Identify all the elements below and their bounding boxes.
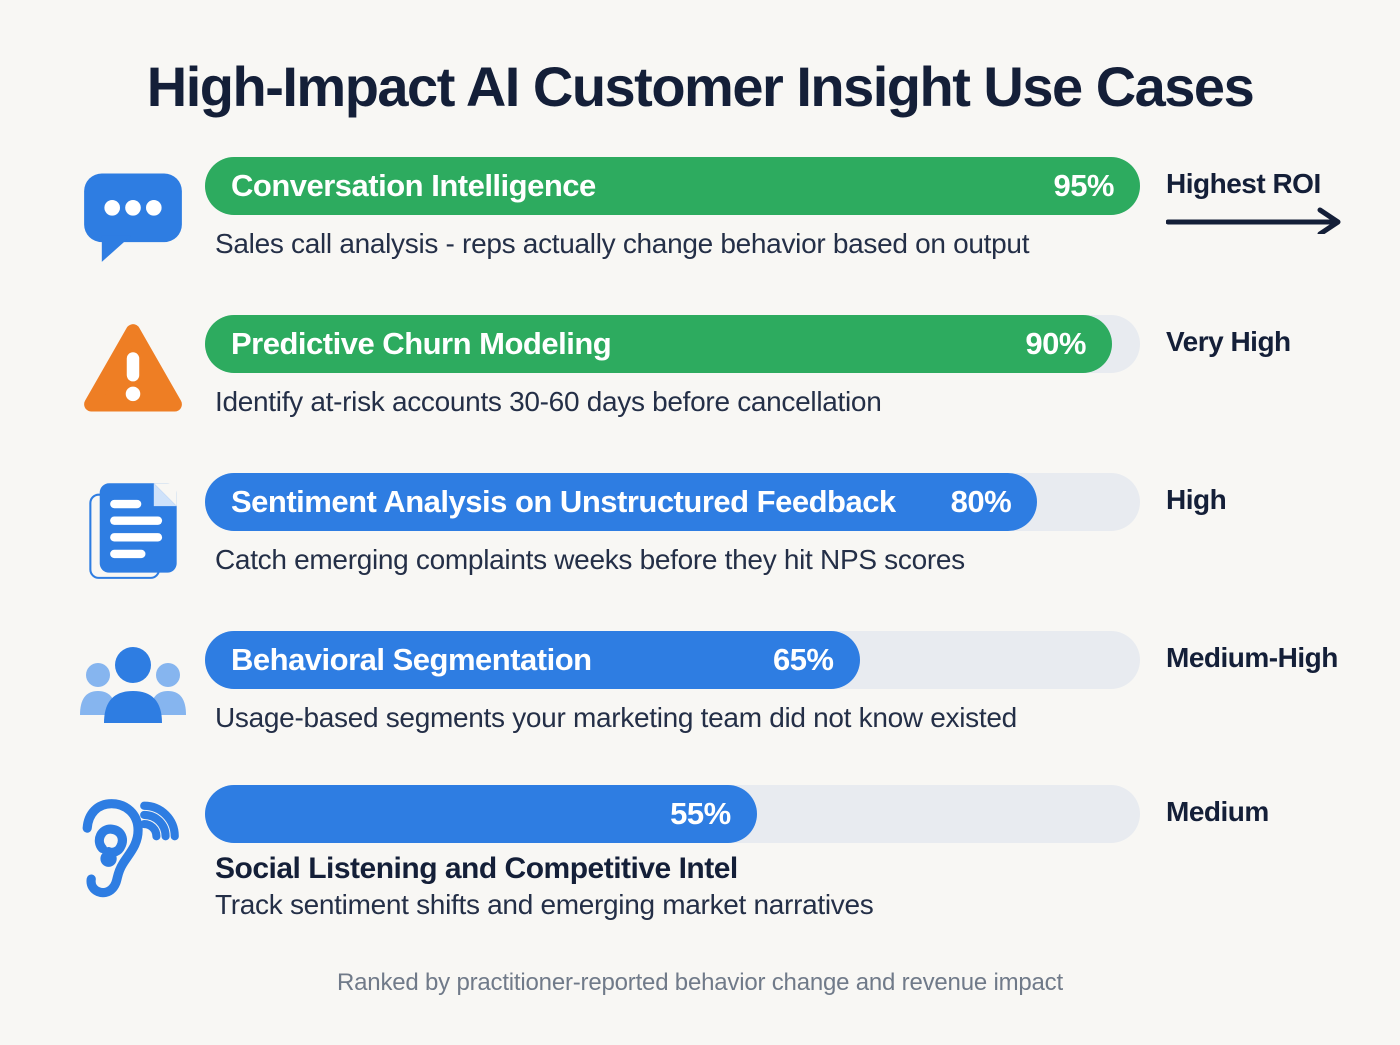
rating-label: Highest ROI: [1140, 157, 1346, 234]
footer-caption: Ranked by practitioner-reported behavior…: [337, 969, 1063, 996]
bar-value: 80%: [950, 484, 1012, 519]
bar-label: Sentiment Analysis on Unstructured Feedb…: [231, 484, 896, 519]
bar-fill: Conversation Intelligence 95%: [205, 157, 1140, 215]
use-case-row-conversation-intelligence: Conversation Intelligence 95% Sales call…: [60, 157, 1341, 265]
use-case-description: Identify at-risk accounts 30-60 days bef…: [215, 386, 882, 417]
documents-icon: [60, 473, 205, 581]
use-case-row-social-listening: 55% Social Listening and Competitive Int…: [60, 785, 1340, 921]
people-group-icon: [60, 631, 205, 735]
bar-cell: Conversation Intelligence 95% Sales call…: [205, 157, 1140, 260]
bar-track: Predictive Churn Modeling 90%: [205, 315, 1140, 373]
bar-value: 55%: [670, 796, 731, 831]
bar-cell: Predictive Churn Modeling 90% Identify a…: [205, 315, 1140, 418]
roi-trend-arrow-icon: [1166, 207, 1341, 234]
bar-track: 55%: [205, 785, 1140, 843]
chat-bubble-icon: [60, 157, 205, 265]
bar-value: 95%: [1053, 168, 1114, 203]
ear-listening-icon: [60, 785, 205, 907]
use-case-row-sentiment-analysis: Sentiment Analysis on Unstructured Feedb…: [60, 473, 1340, 581]
rating-label: Very High: [1166, 326, 1291, 357]
bar-cell: 55% Social Listening and Competitive Int…: [205, 785, 1140, 921]
bar-value: 65%: [772, 642, 834, 677]
rating-label: High: [1166, 484, 1227, 515]
use-case-description: Sales call analysis - reps actually chan…: [215, 228, 1030, 259]
bar-track: Behavioral Segmentation 65%: [205, 631, 1140, 689]
bar-fill: Behavioral Segmentation 65%: [205, 631, 860, 689]
bar-label: Predictive Churn Modeling: [231, 326, 612, 361]
page-title: High-Impact AI Customer Insight Use Case…: [146, 55, 1255, 118]
rating-label: Medium-High: [1166, 642, 1338, 673]
bar-track: Conversation Intelligence 95%: [205, 157, 1140, 215]
use-case-row-behavioral-segmentation: Behavioral Segmentation 65% Usage-based …: [60, 631, 1340, 735]
bar-label: Behavioral Segmentation: [231, 642, 592, 677]
bar-cell: Behavioral Segmentation 65% Usage-based …: [205, 631, 1140, 734]
use-case-description: Track sentiment shifts and emerging mark…: [215, 889, 874, 920]
use-case-rows: Conversation Intelligence 95% Sales call…: [60, 157, 1341, 921]
bar-fill: Sentiment Analysis on Unstructured Feedb…: [205, 473, 1038, 531]
use-case-description: Usage-based segments your marketing team…: [215, 702, 1017, 733]
bar-fill: Predictive Churn Modeling 90%: [205, 315, 1112, 373]
use-case-title-below-bar: Social Listening and Competitive Intel: [215, 852, 738, 885]
rating-label: Medium: [1166, 796, 1269, 827]
use-case-description: Catch emerging complaints weeks before t…: [215, 544, 965, 575]
bar-track: Sentiment Analysis on Unstructured Feedb…: [205, 473, 1140, 531]
bar-fill: 55%: [205, 785, 757, 843]
use-case-row-predictive-churn: Predictive Churn Modeling 90% Identify a…: [60, 315, 1340, 423]
bar-value: 90%: [1025, 326, 1086, 361]
bar-cell: Sentiment Analysis on Unstructured Feedb…: [205, 473, 1140, 576]
warning-triangle-icon: [60, 315, 205, 423]
bar-label: Conversation Intelligence: [231, 168, 596, 203]
